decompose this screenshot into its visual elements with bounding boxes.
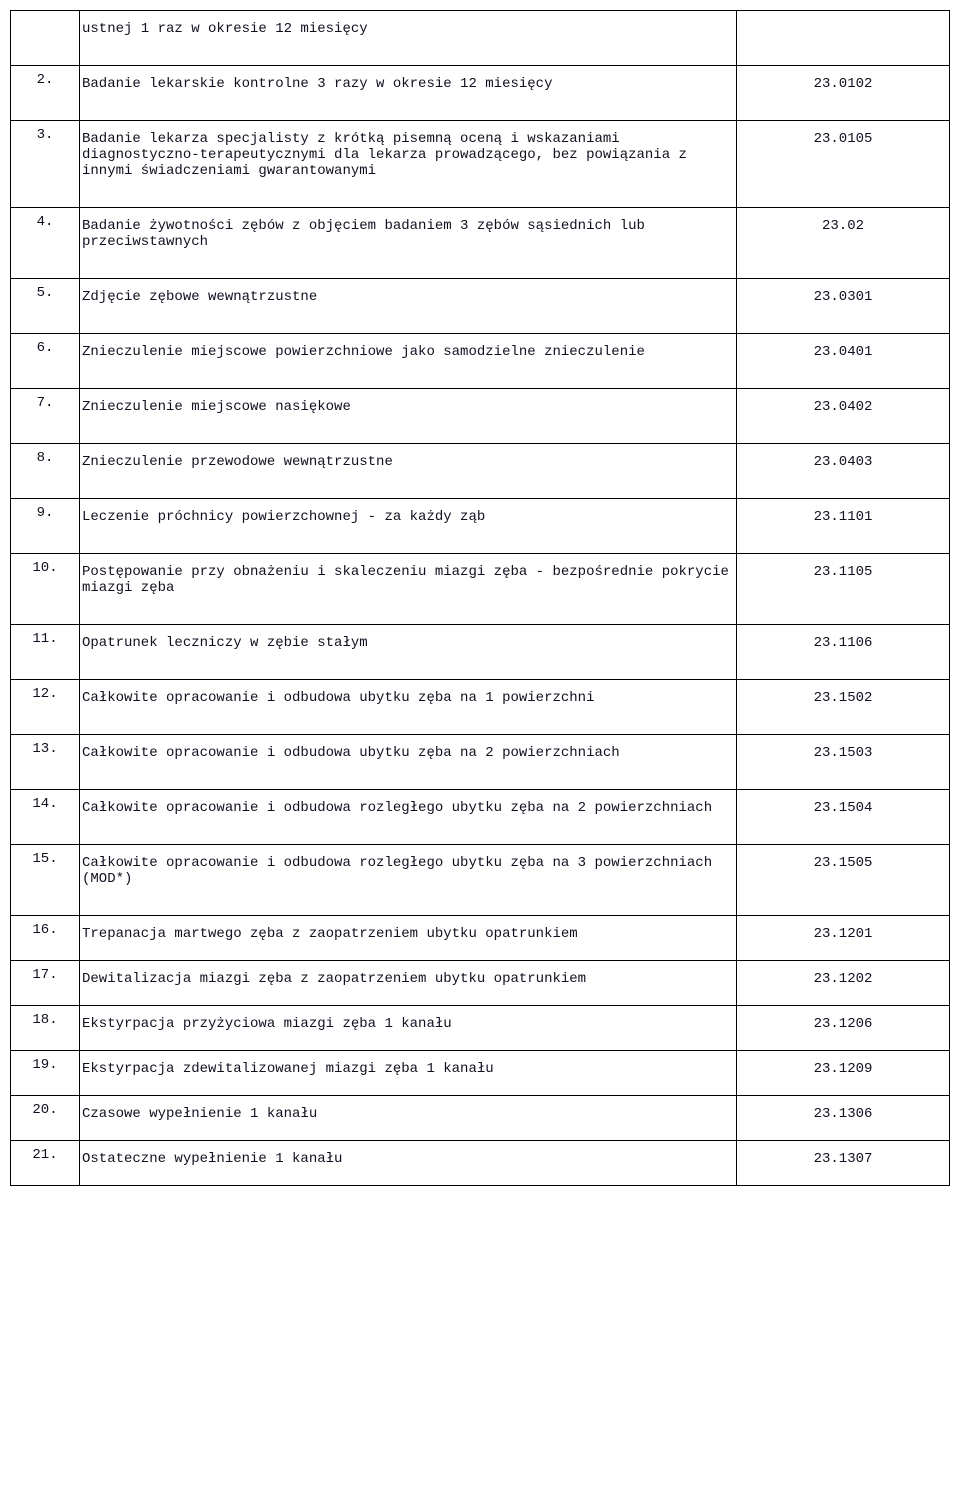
row-code: 23.1307: [737, 1141, 950, 1186]
row-description: Całkowite opracowanie i odbudowa rozległ…: [80, 845, 737, 916]
row-number: 4.: [11, 208, 80, 279]
table-row: 21.Ostateczne wypełnienie 1 kanału23.130…: [11, 1141, 950, 1186]
row-number: 10.: [11, 554, 80, 625]
table-row: 10.Postępowanie przy obnażeniu i skalecz…: [11, 554, 950, 625]
row-number: 16.: [11, 916, 80, 961]
table-row: 9.Leczenie próchnicy powierzchownej - za…: [11, 499, 950, 554]
row-description: Znieczulenie miejscowe powierzchniowe ja…: [80, 334, 737, 389]
row-code: 23.1105: [737, 554, 950, 625]
row-description: Leczenie próchnicy powierzchownej - za k…: [80, 499, 737, 554]
table-row: 11.Opatrunek leczniczy w zębie stałym23.…: [11, 625, 950, 680]
table-row: ustnej 1 raz w okresie 12 miesięcy: [11, 11, 950, 66]
table-row: 6.Znieczulenie miejscowe powierzchniowe …: [11, 334, 950, 389]
table-row: 12.Całkowite opracowanie i odbudowa ubyt…: [11, 680, 950, 735]
table-row: 2.Badanie lekarskie kontrolne 3 razy w o…: [11, 66, 950, 121]
table-row: 14.Całkowite opracowanie i odbudowa rozl…: [11, 790, 950, 845]
table-row: 19.Ekstyrpacja zdewitalizowanej miazgi z…: [11, 1051, 950, 1096]
row-number: 20.: [11, 1096, 80, 1141]
row-number: 13.: [11, 735, 80, 790]
row-number: 5.: [11, 279, 80, 334]
row-code: 23.1505: [737, 845, 950, 916]
table-row: 4.Badanie żywotności zębów z objęciem ba…: [11, 208, 950, 279]
row-code: 23.1502: [737, 680, 950, 735]
row-description: Całkowite opracowanie i odbudowa ubytku …: [80, 735, 737, 790]
row-description: Zdjęcie zębowe wewnątrzustne: [80, 279, 737, 334]
row-description: Dewitalizacja miazgi zęba z zaopatrzenie…: [80, 961, 737, 1006]
table-row: 17.Dewitalizacja miazgi zęba z zaopatrze…: [11, 961, 950, 1006]
row-code: [737, 11, 950, 66]
row-description: Ostateczne wypełnienie 1 kanału: [80, 1141, 737, 1186]
row-number: 17.: [11, 961, 80, 1006]
row-description: Czasowe wypełnienie 1 kanału: [80, 1096, 737, 1141]
row-code: 23.1504: [737, 790, 950, 845]
row-description: Znieczulenie miejscowe nasiękowe: [80, 389, 737, 444]
row-description: Całkowite opracowanie i odbudowa rozległ…: [80, 790, 737, 845]
row-code: 23.1202: [737, 961, 950, 1006]
row-code: 23.1201: [737, 916, 950, 961]
row-description: Badanie żywotności zębów z objęciem bada…: [80, 208, 737, 279]
table-row: 7.Znieczulenie miejscowe nasiękowe23.040…: [11, 389, 950, 444]
table-row: 5.Zdjęcie zębowe wewnątrzustne23.0301: [11, 279, 950, 334]
row-number: 6.: [11, 334, 80, 389]
table-row: 3.Badanie lekarza specjalisty z krótką p…: [11, 121, 950, 208]
row-description: Opatrunek leczniczy w zębie stałym: [80, 625, 737, 680]
row-number: 3.: [11, 121, 80, 208]
row-description: Całkowite opracowanie i odbudowa ubytku …: [80, 680, 737, 735]
table-row: 15.Całkowite opracowanie i odbudowa rozl…: [11, 845, 950, 916]
row-number: 8.: [11, 444, 80, 499]
row-number: 12.: [11, 680, 80, 735]
row-number: 7.: [11, 389, 80, 444]
table-row: 8.Znieczulenie przewodowe wewnątrzustne2…: [11, 444, 950, 499]
row-description: Trepanacja martwego zęba z zaopatrzeniem…: [80, 916, 737, 961]
row-number: 19.: [11, 1051, 80, 1096]
row-number: 14.: [11, 790, 80, 845]
row-number: [11, 11, 80, 66]
row-code: 23.0301: [737, 279, 950, 334]
row-code: 23.02: [737, 208, 950, 279]
procedures-table: ustnej 1 raz w okresie 12 miesięcy2.Bada…: [10, 10, 950, 1186]
row-code: 23.1106: [737, 625, 950, 680]
row-number: 9.: [11, 499, 80, 554]
row-number: 11.: [11, 625, 80, 680]
row-code: 23.0403: [737, 444, 950, 499]
row-code: 23.1101: [737, 499, 950, 554]
row-description: Znieczulenie przewodowe wewnątrzustne: [80, 444, 737, 499]
row-code: 23.1306: [737, 1096, 950, 1141]
table-row: 20.Czasowe wypełnienie 1 kanału23.1306: [11, 1096, 950, 1141]
row-code: 23.0105: [737, 121, 950, 208]
row-number: 21.: [11, 1141, 80, 1186]
row-description: Postępowanie przy obnażeniu i skaleczeni…: [80, 554, 737, 625]
row-description: Badanie lekarza specjalisty z krótką pis…: [80, 121, 737, 208]
row-description: ustnej 1 raz w okresie 12 miesięcy: [80, 11, 737, 66]
table-row: 18.Ekstyrpacja przyżyciowa miazgi zęba 1…: [11, 1006, 950, 1051]
row-code: 23.1206: [737, 1006, 950, 1051]
row-code: 23.0401: [737, 334, 950, 389]
row-code: 23.0402: [737, 389, 950, 444]
row-description: Badanie lekarskie kontrolne 3 razy w okr…: [80, 66, 737, 121]
table-row: 13.Całkowite opracowanie i odbudowa ubyt…: [11, 735, 950, 790]
row-description: Ekstyrpacja przyżyciowa miazgi zęba 1 ka…: [80, 1006, 737, 1051]
row-code: 23.1503: [737, 735, 950, 790]
table-row: 16.Trepanacja martwego zęba z zaopatrzen…: [11, 916, 950, 961]
row-number: 18.: [11, 1006, 80, 1051]
row-number: 2.: [11, 66, 80, 121]
row-number: 15.: [11, 845, 80, 916]
row-code: 23.0102: [737, 66, 950, 121]
row-description: Ekstyrpacja zdewitalizowanej miazgi zęba…: [80, 1051, 737, 1096]
row-code: 23.1209: [737, 1051, 950, 1096]
